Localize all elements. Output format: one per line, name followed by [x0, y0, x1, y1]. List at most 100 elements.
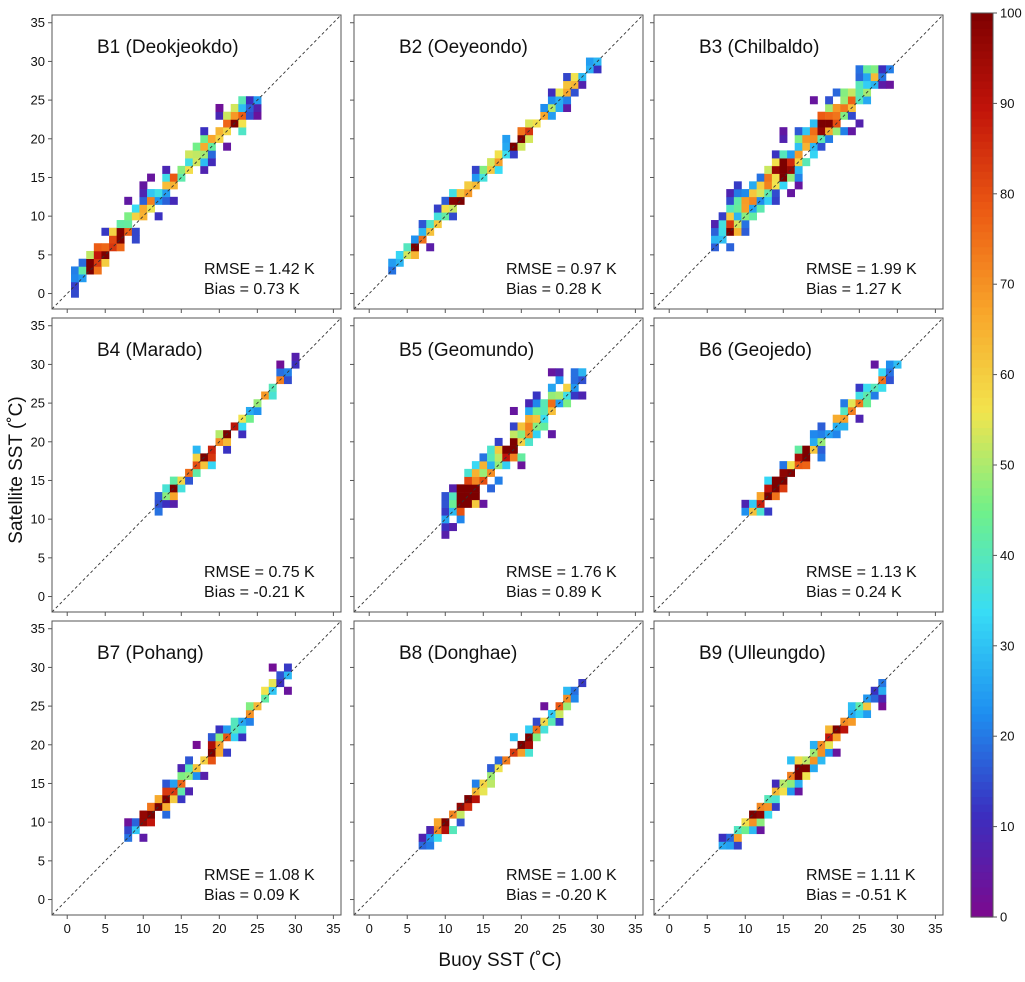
- density-cell: [449, 204, 457, 213]
- density-cell: [147, 810, 155, 819]
- density-cell: [395, 250, 404, 260]
- colorbar-segment: [971, 442, 993, 451]
- density-cell: [185, 158, 193, 167]
- density-cell: [832, 733, 841, 742]
- y-tick-label: 30: [31, 660, 45, 675]
- density-cell: [471, 476, 480, 485]
- density-cell: [555, 709, 564, 719]
- density-cell: [756, 810, 765, 819]
- colorbar-segment: [971, 80, 993, 89]
- density-cell: [162, 810, 171, 819]
- bias-text: Bias = -0.20 K: [506, 887, 607, 904]
- density-cell: [764, 507, 773, 516]
- rmse-text: RMSE = 0.75 K: [204, 564, 315, 581]
- y-tick-label: 15: [31, 776, 45, 791]
- colorbar-segment: [971, 819, 993, 828]
- density-cell: [741, 220, 750, 229]
- density-cell: [794, 134, 803, 143]
- density-cell: [733, 212, 742, 221]
- density-cell: [855, 414, 864, 423]
- density-cells: [71, 96, 262, 298]
- density-cell: [200, 461, 209, 470]
- density-cell: [147, 196, 155, 205]
- bias-text: Bias = -0.51 K: [806, 887, 907, 904]
- density-cell: [154, 212, 163, 221]
- x-tick-label: 20: [514, 921, 528, 936]
- bias-text: Bias = 1.27 K: [806, 281, 902, 298]
- density-cell: [578, 80, 587, 89]
- density-cell: [817, 422, 826, 431]
- density-cell: [449, 189, 457, 198]
- colorbar-segment: [971, 389, 993, 398]
- density-cell: [487, 461, 495, 470]
- density-cell: [878, 65, 887, 74]
- density-cell: [787, 787, 795, 796]
- density-cell: [177, 165, 186, 174]
- density-cell: [756, 181, 765, 190]
- density-cell: [116, 227, 125, 236]
- colorbar-segment: [971, 660, 993, 669]
- colorbar-segment: [971, 593, 993, 602]
- density-cell: [733, 189, 742, 198]
- density-cell: [464, 492, 473, 501]
- density-cell: [525, 748, 534, 757]
- one-to-one-line: [653, 14, 944, 310]
- density-cell: [825, 725, 834, 734]
- density-cell: [794, 756, 803, 765]
- density-cell: [741, 499, 750, 508]
- colorbar-segment: [971, 186, 993, 195]
- density-cell: [555, 88, 564, 97]
- panel-frame: [51, 317, 342, 613]
- density-cell: [733, 181, 742, 190]
- density-cell: [570, 88, 579, 97]
- density-cell: [532, 414, 541, 423]
- colorbar-segment: [971, 43, 993, 52]
- colorbar-segment: [971, 201, 993, 210]
- density-cell: [771, 165, 780, 174]
- colorbar-segment: [971, 246, 993, 255]
- density-cell: [570, 376, 579, 385]
- density-cell: [253, 103, 262, 113]
- y-axis-title: Satellite SST (˚C): [6, 396, 27, 543]
- density-cell: [832, 103, 841, 113]
- density-cell: [794, 453, 803, 462]
- panel-b1: 0 5 10 15 20 25 30 35 B1 (Deokjeokdo) RMSE = 1.42…: [31, 14, 342, 313]
- one-to-one-line: [353, 14, 644, 310]
- density-cell: [794, 181, 803, 190]
- colorbar-segment: [971, 472, 993, 481]
- density-cell: [456, 189, 465, 198]
- density-cell: [426, 833, 435, 842]
- density-cell: [547, 368, 556, 377]
- density-cell: [517, 422, 526, 431]
- colorbar-segment: [971, 804, 993, 813]
- density-cell: [418, 235, 427, 244]
- density-cell: [494, 453, 503, 462]
- density-cell: [832, 111, 841, 120]
- density-cell: [517, 461, 526, 470]
- y-tick-label: 35: [31, 621, 45, 636]
- density-cell: [847, 399, 856, 408]
- density-cell: [433, 833, 442, 842]
- x-tick-label: 25: [852, 921, 866, 936]
- density-cell: [825, 103, 834, 113]
- density-cell: [207, 733, 216, 742]
- density-cell: [832, 430, 841, 439]
- density-cell: [726, 212, 735, 221]
- colorbar-segment: [971, 73, 993, 82]
- density-cell: [832, 748, 841, 757]
- x-tick-label: 0: [666, 921, 673, 936]
- density-cell: [585, 57, 594, 66]
- density-cell: [779, 468, 788, 477]
- density-cell: [764, 181, 773, 190]
- density-cell: [733, 196, 742, 205]
- x-axis-title: Buoy SST (˚C): [438, 950, 561, 971]
- colorbar-segment: [971, 788, 993, 798]
- density-cell: [449, 212, 457, 221]
- colorbar-segment: [971, 110, 993, 120]
- colorbar-segment: [971, 532, 993, 541]
- density-cell: [395, 258, 404, 267]
- density-cell: [456, 492, 465, 501]
- density-cell: [517, 430, 526, 439]
- density-cell: [855, 65, 864, 74]
- density-cell: [494, 476, 503, 485]
